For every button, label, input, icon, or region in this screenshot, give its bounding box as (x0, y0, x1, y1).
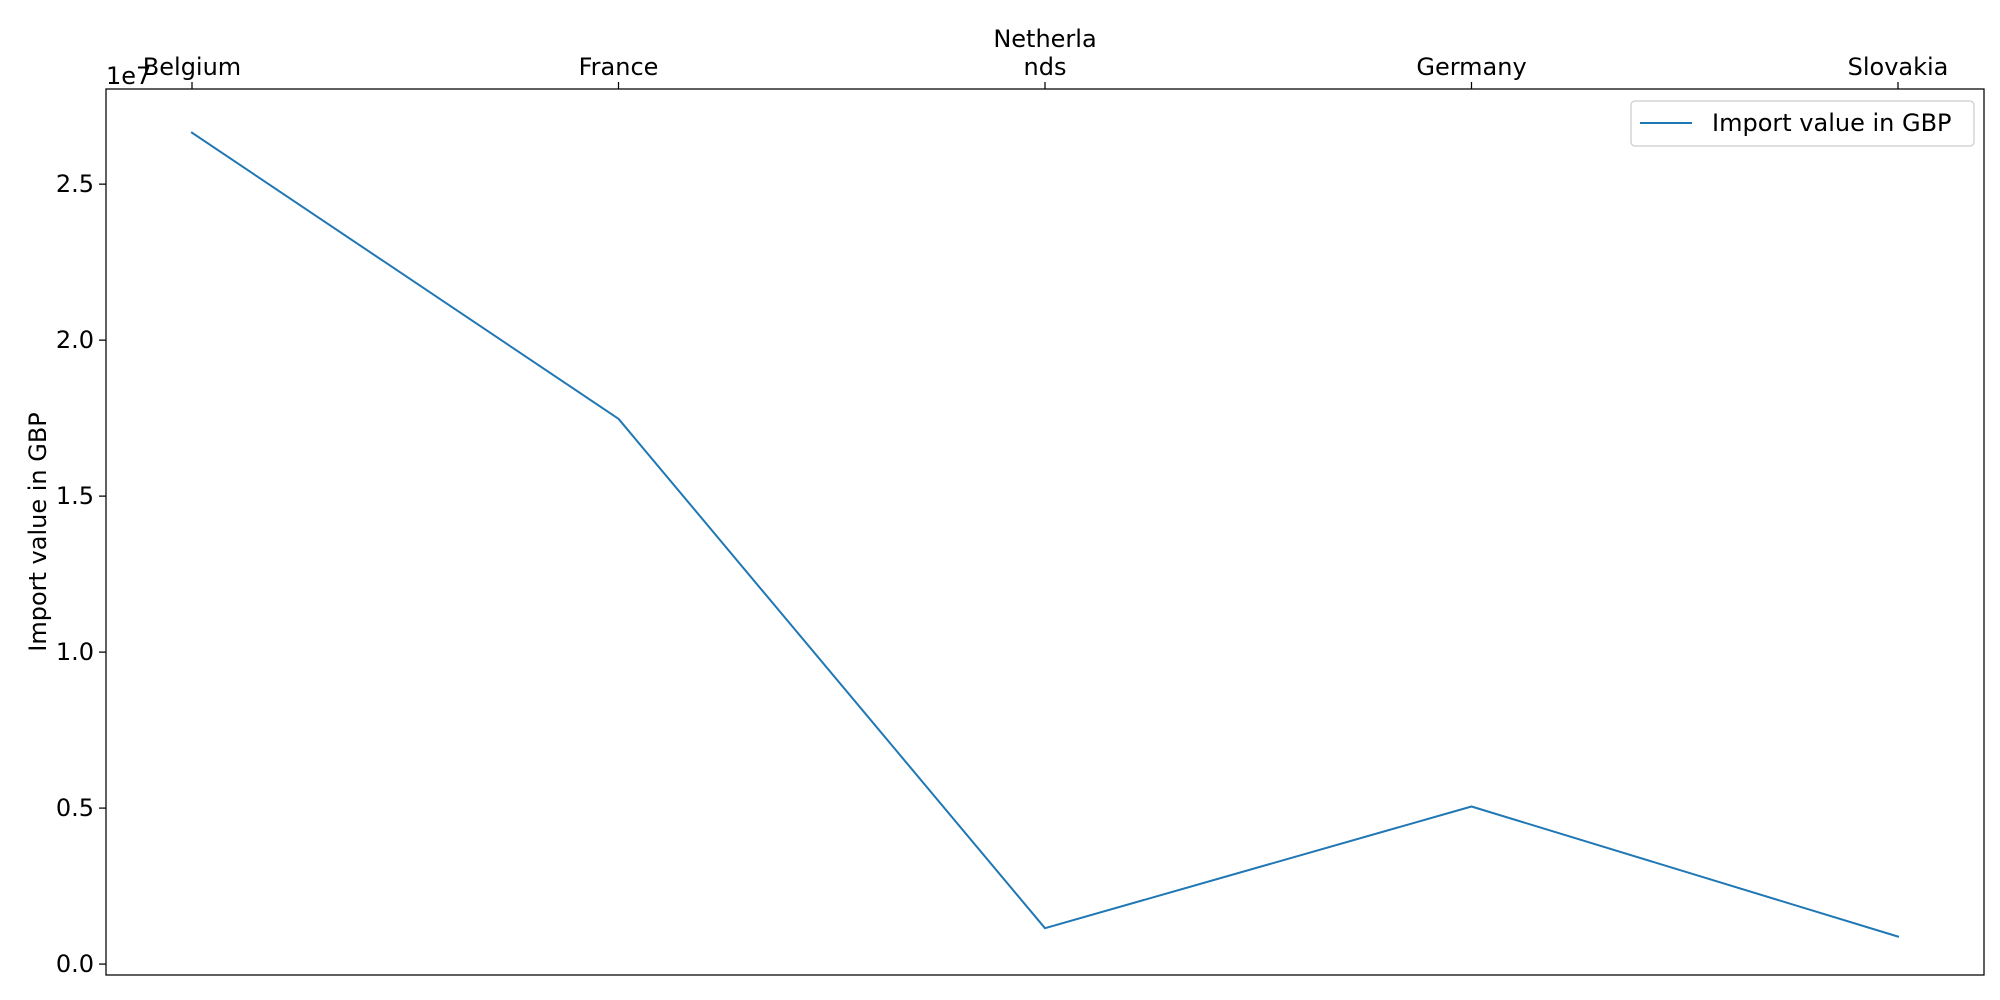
y-tick-label: 1.0 (56, 638, 94, 666)
x-tick-label: Belgium (143, 53, 241, 81)
legend: Import value in GBP (1630, 100, 1975, 147)
series-layer (190, 131, 1900, 938)
x-tick-label-line: Netherla (993, 25, 1096, 53)
x-axis-ticks: Belgium France Netherla nds Germany Slovakia (143, 25, 1949, 89)
y-tick-label: 0.0 (56, 950, 94, 978)
x-tick-label-line: Belgium (143, 53, 241, 81)
x-tick-label-line: France (579, 53, 659, 81)
x-tick-label: Slovakia (1848, 53, 1949, 81)
x-tick-label-line: nds (1024, 53, 1067, 81)
y-tick-label: 2.5 (56, 170, 94, 198)
y-tick-label: 1.5 (56, 482, 94, 510)
x-tick-label: France (579, 53, 659, 81)
series-line (190, 131, 1900, 938)
y-axis-offset-label: 1e7 (106, 62, 151, 90)
legend-box (1630, 100, 1975, 147)
x-tick-label: Netherla nds (993, 25, 1096, 81)
y-axis-ticks: 0.0 0.5 1.0 1.5 2.0 2.5 (56, 170, 106, 978)
y-tick-label: 0.5 (56, 794, 94, 822)
y-tick-label: 2.0 (56, 326, 94, 354)
x-tick-label-line: Slovakia (1848, 53, 1949, 81)
legend-label: Import value in GBP (1712, 109, 1952, 137)
x-tick-label: Germany (1416, 53, 1526, 81)
x-tick-label-line: Germany (1416, 53, 1526, 81)
plot-area-frame (105, 88, 1985, 976)
y-axis-label: Import value in GBP (24, 412, 52, 652)
